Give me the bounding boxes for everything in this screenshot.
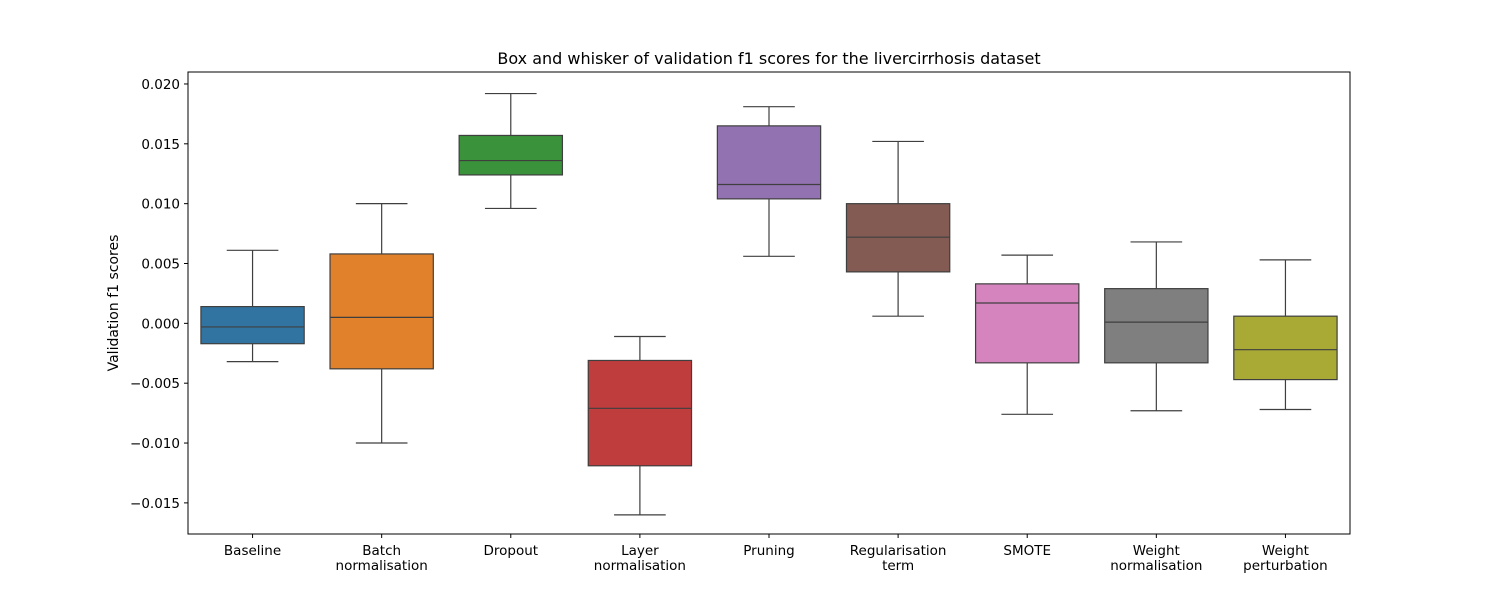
box-group xyxy=(458,92,564,210)
box-body xyxy=(974,283,1080,364)
box-body xyxy=(200,305,305,345)
y-axis-label: Validation f1 scores xyxy=(106,235,122,372)
y-tick-label: 0.010 xyxy=(141,197,180,213)
chart-title: Box and whisker of validation f1 scores … xyxy=(497,49,1040,68)
x-tick-label: Baseline xyxy=(224,543,281,559)
y-tick-label: 0.005 xyxy=(141,257,180,273)
y-tick-label: 0.000 xyxy=(141,316,180,332)
box-group xyxy=(1104,241,1209,412)
y-tick-label: −0.010 xyxy=(130,436,180,452)
y-axis-ticks: −0.015 −0.010 −0.005 0.000 0.005 0.010 0.015 0.… xyxy=(130,77,188,512)
box-body xyxy=(716,125,822,200)
x-tick-label: term xyxy=(882,558,914,574)
x-tick-label: perturbation xyxy=(1243,558,1328,574)
box-group xyxy=(329,203,434,444)
box-body xyxy=(458,134,564,176)
plot-area-frame xyxy=(187,71,1351,535)
box-group xyxy=(200,249,305,363)
x-tick-label: Batch xyxy=(362,543,401,559)
box-body xyxy=(1233,315,1338,381)
box-body xyxy=(1104,288,1209,364)
x-tick-label: Regularisation xyxy=(850,543,947,559)
y-tick-label: −0.015 xyxy=(130,496,180,512)
box-body xyxy=(587,359,693,467)
x-tick-label: Weight xyxy=(1262,543,1309,559)
x-tick-label: normalisation xyxy=(1110,558,1202,574)
x-tick-label: normalisation xyxy=(336,558,428,574)
box-body xyxy=(329,253,434,370)
box-group xyxy=(845,140,951,317)
y-tick-label: 0.020 xyxy=(141,77,180,93)
box-series xyxy=(200,92,1338,516)
box-group xyxy=(716,106,822,257)
box-group xyxy=(1233,259,1338,411)
x-tick-label: Layer xyxy=(621,543,659,559)
x-tick-label: Pruning xyxy=(743,543,794,559)
x-tick-label: normalisation xyxy=(594,558,686,574)
y-tick-label: 0.015 xyxy=(141,137,180,153)
x-tick-label: Dropout xyxy=(483,543,538,559)
box-group xyxy=(974,254,1080,415)
x-tick-label: SMOTE xyxy=(1003,543,1051,559)
x-tick-label: Weight xyxy=(1133,543,1180,559)
box-group xyxy=(587,335,693,516)
y-tick-label: −0.005 xyxy=(130,376,180,392)
